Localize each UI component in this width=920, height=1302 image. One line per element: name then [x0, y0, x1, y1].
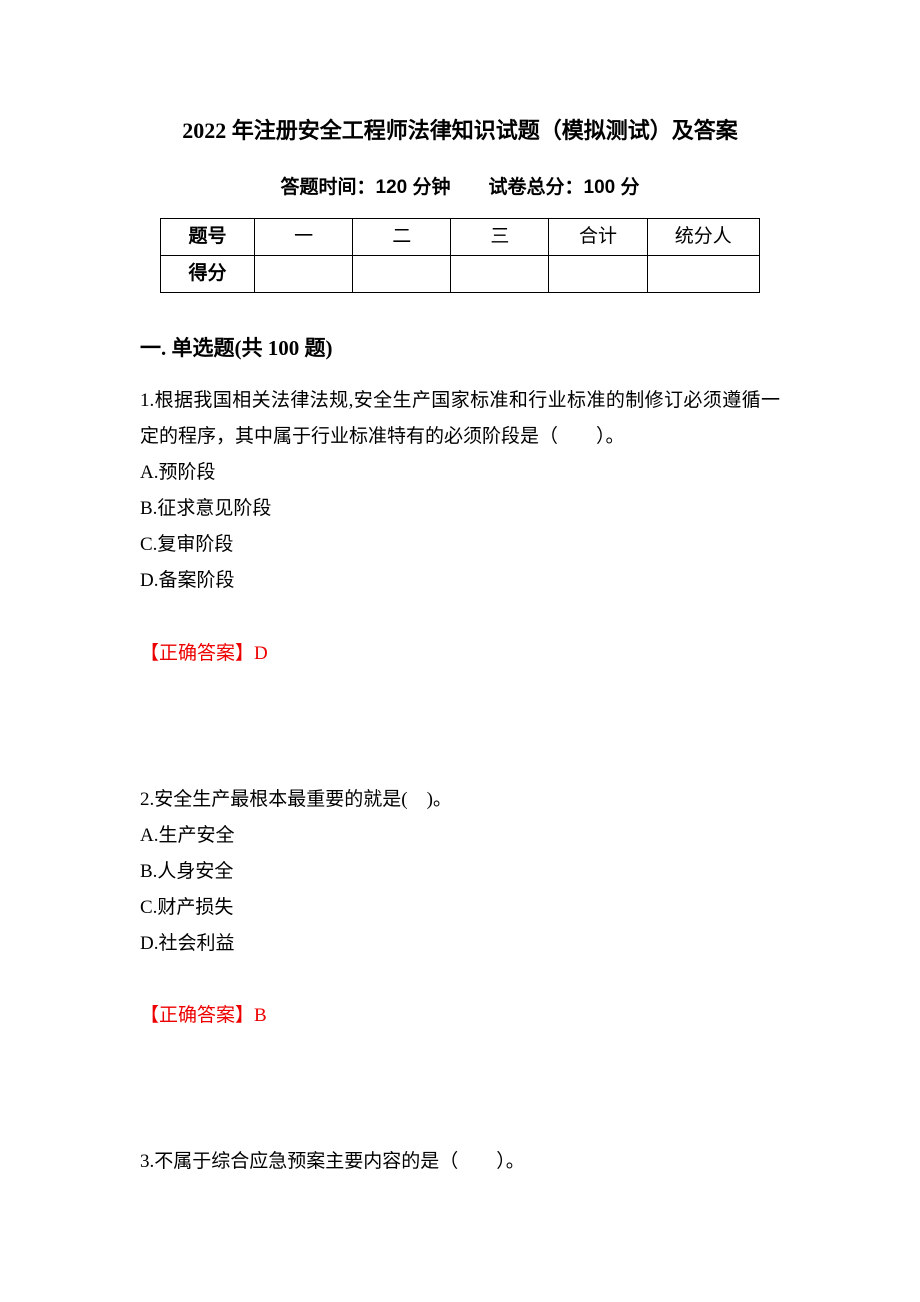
score-header-label: 题号 [161, 218, 255, 255]
table-row: 得分 [161, 255, 760, 292]
question-stem: 2.安全生产最根本最重要的就是( )。 [140, 782, 780, 818]
score-cell [451, 255, 549, 292]
answer-label: 【正确答案】 [140, 643, 254, 664]
answer-letter: B [254, 1005, 267, 1026]
score-table: 题号 一 二 三 合计 统分人 得分 [160, 218, 760, 293]
score-label: 试卷总分： [489, 177, 584, 198]
option-b: B.征求意见阶段 [140, 491, 780, 527]
section-heading: 一. 单选题(共 100 题) [140, 329, 780, 369]
exam-meta: 答题时间：120 分钟 试卷总分：100 分 [140, 170, 780, 206]
option-c: C.复审阶段 [140, 527, 780, 563]
option-d: D.备案阶段 [140, 563, 780, 599]
score-col-person: 统分人 [647, 218, 759, 255]
time-label: 答题时间： [280, 177, 375, 198]
option-b: B.人身安全 [140, 854, 780, 890]
question-block: 2.安全生产最根本最重要的就是( )。 A.生产安全 B.人身安全 C.财产损失… [140, 782, 780, 1035]
table-row: 题号 一 二 三 合计 统分人 [161, 218, 760, 255]
answer-line: 【正确答案】B [140, 998, 780, 1034]
question-block: 1.根据我国相关法律法规,安全生产国家标准和行业标准的制修订必须遵循一定的程序，… [140, 383, 780, 672]
score-cell [255, 255, 353, 292]
option-d: D.社会利益 [140, 926, 780, 962]
score-col-3: 三 [451, 218, 549, 255]
option-a: A.生产安全 [140, 818, 780, 854]
question-block: 3.不属于综合应急预案主要内容的是（ ）。 [140, 1144, 780, 1180]
score-cell [549, 255, 647, 292]
score-row2-label: 得分 [161, 255, 255, 292]
meta-gap [450, 177, 488, 198]
time-value: 120 分钟 [376, 177, 451, 198]
question-stem: 3.不属于综合应急预案主要内容的是（ ）。 [140, 1144, 780, 1180]
answer-line: 【正确答案】D [140, 636, 780, 672]
answer-letter: D [254, 643, 268, 664]
option-a: A.预阶段 [140, 455, 780, 491]
score-col-1: 一 [255, 218, 353, 255]
score-value: 100 分 [584, 177, 640, 198]
option-c: C.财产损失 [140, 890, 780, 926]
page-title: 2022 年注册安全工程师法律知识试题（模拟测试）及答案 [140, 110, 780, 152]
score-cell [647, 255, 759, 292]
score-col-total: 合计 [549, 218, 647, 255]
score-cell [353, 255, 451, 292]
answer-label: 【正确答案】 [140, 1005, 254, 1026]
question-stem: 1.根据我国相关法律法规,安全生产国家标准和行业标准的制修订必须遵循一定的程序，… [140, 383, 780, 455]
score-col-2: 二 [353, 218, 451, 255]
